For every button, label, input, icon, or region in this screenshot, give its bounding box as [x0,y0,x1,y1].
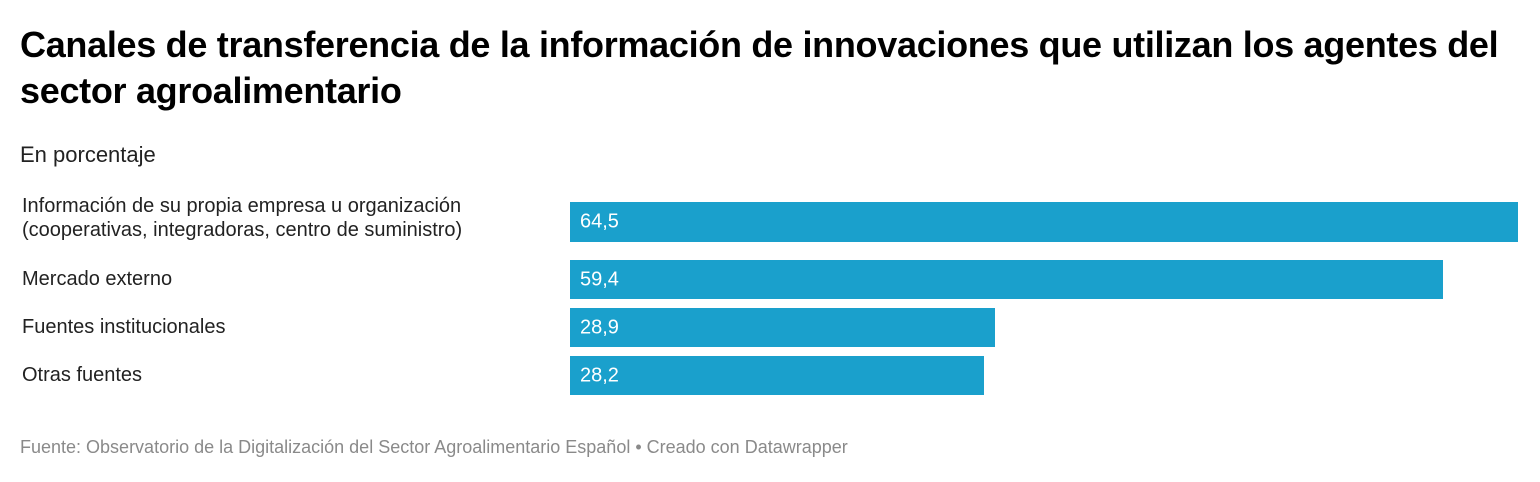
category-label: Otras fuentes [22,363,142,387]
category-label-line: Información de su propia empresa u organ… [22,195,462,217]
category-label: Información de su propia empresa u organ… [22,194,462,242]
category-label-line: Fuentes institucionales [22,316,226,338]
bar-value-label: 28,2 [580,364,619,386]
bar: 28,9 [570,308,995,347]
category-label-line: Mercado externo [22,268,173,290]
source-footer: Fuente: Observatorio de la Digitalizació… [20,437,848,457]
category-label: Fuentes institucionales [22,315,225,339]
bar-value-label: 64,5 [580,210,619,233]
bar: 28,2 [570,356,985,395]
chart-subtitle: En porcentaje [20,142,156,167]
chart-title: Canales de transferencia de la informaci… [20,24,1499,111]
category-label-line: Otras fuentes [22,364,143,386]
category-label-line: (cooperativas, integradoras, centro de s… [22,219,463,241]
bar: 64,5 [570,202,1518,242]
bar: 59,4 [570,260,1444,299]
category-label: Mercado externo [22,267,172,291]
bar-value-label: 28,9 [580,316,619,338]
bar-chart: Información de su propia empresa u organ… [0,190,1540,410]
bar-value-label: 59,4 [580,268,619,290]
